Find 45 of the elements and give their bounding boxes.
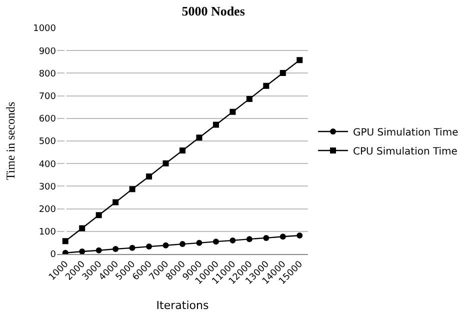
point: [79, 248, 86, 254]
chart-title: 5000 Nodes: [182, 4, 245, 18]
point: [162, 242, 169, 248]
point: [196, 240, 202, 246]
point: [146, 173, 152, 180]
y-tick-label: 600: [38, 114, 56, 125]
y-tick-label: 100: [38, 228, 56, 238]
y-tick-label: 800: [38, 69, 56, 80]
point: [230, 237, 236, 244]
point: [129, 244, 136, 251]
y-tick-label: 400: [38, 160, 56, 170]
point: [96, 212, 102, 218]
y-tick-label: 500: [38, 137, 56, 148]
point: [96, 247, 102, 254]
point: [296, 232, 303, 238]
x-axis-title: Iterations: [156, 299, 209, 312]
point: [146, 244, 152, 250]
point: [246, 96, 252, 102]
point: [212, 122, 219, 128]
point: [212, 238, 219, 245]
point: [180, 241, 186, 248]
point: [162, 160, 169, 166]
y-tick-label: 200: [38, 204, 56, 215]
legend-label: GPU Simulation Time: [353, 127, 458, 138]
point: [62, 238, 68, 244]
y-axis-title: Time in seconds: [3, 102, 18, 180]
y-tick-label: 0: [50, 250, 56, 260]
y-tick-label: 700: [38, 92, 56, 102]
point: [280, 234, 286, 240]
y-tick-label: 300: [38, 182, 56, 192]
y-tick-label: 1000: [33, 24, 56, 34]
point: [263, 234, 270, 241]
point: [112, 199, 119, 206]
y-tick-label: 900: [38, 46, 56, 57]
point: [129, 186, 136, 192]
point: [263, 82, 270, 89]
point: [112, 246, 119, 252]
point: [196, 134, 202, 141]
point: [280, 70, 286, 76]
point: [246, 236, 252, 242]
point: [296, 57, 303, 64]
point: [230, 108, 236, 115]
point: [79, 225, 86, 232]
legend-label: CPU Simulation Time: [353, 146, 458, 158]
point: [180, 147, 186, 154]
